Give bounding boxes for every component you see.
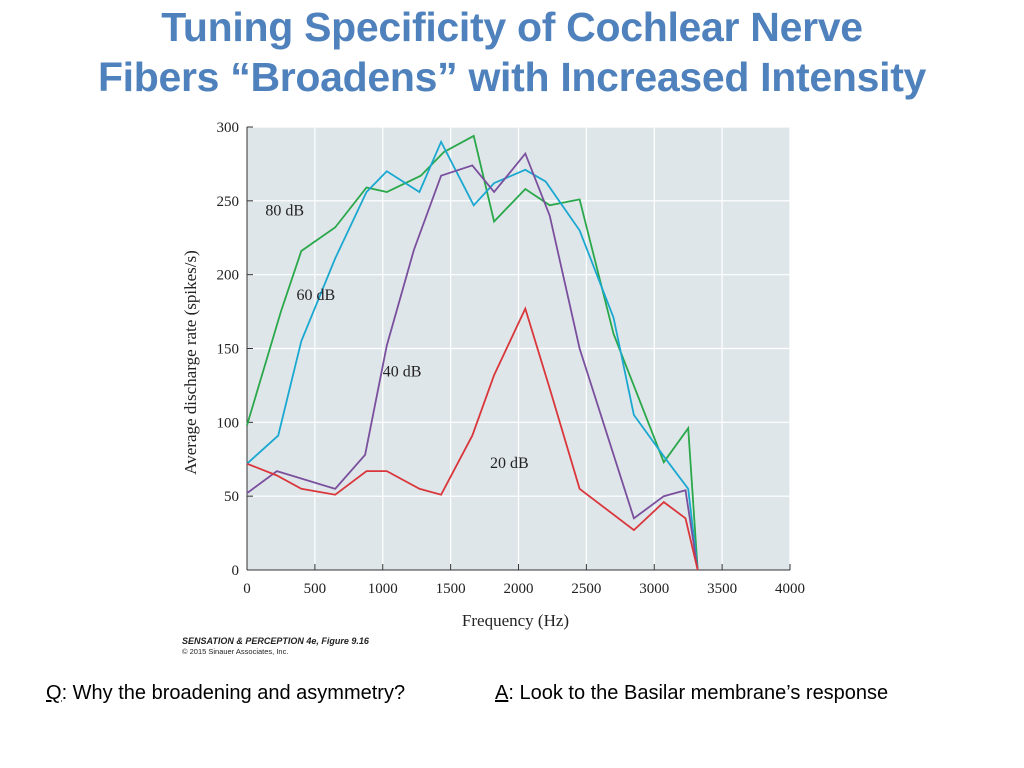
x-tick-label: 1500 — [436, 581, 466, 597]
series-line-80-db — [246, 134, 699, 571]
x-tick-label: 1000 — [368, 581, 398, 597]
x-axis-label: Frequency (Hz) — [462, 611, 569, 630]
series-annotation-label: 60 dB — [297, 287, 336, 304]
y-tick-label: 250 — [217, 194, 240, 210]
series-annotation-label: 20 dB — [490, 455, 529, 472]
title-line-2: Fibers “Broadens” with Increased Intensi… — [97, 54, 927, 100]
x-tick-label: 500 — [304, 581, 327, 597]
answer-letter: A — [495, 682, 509, 704]
x-tick-label: 3000 — [639, 581, 669, 597]
series-line-20-db — [246, 306, 699, 571]
credit-figure-source: SENSATION & PERCEPTION 4e, Figure 9.16 — [182, 636, 369, 646]
title-line-1: Tuning Specificity of Cochlear Nerve — [161, 4, 863, 50]
slide-title: Tuning Specificity of Cochlear Nerve Fib… — [0, 2, 1024, 102]
series-line-60-db — [246, 139, 699, 571]
question: Q: Why the broadening and asymmetry? — [46, 682, 405, 704]
y-tick-label: 0 — [232, 563, 240, 579]
y-axis-label: Average discharge rate (spikes/s) — [181, 250, 200, 475]
x-tick-label: 4000 — [775, 581, 805, 597]
x-tick-label: 0 — [243, 581, 251, 597]
question-answer-line: Q: Why the broadening and asymmetry? A: … — [46, 682, 888, 705]
series-annotation-label: 80 dB — [265, 203, 304, 220]
x-tick-label: 2500 — [571, 581, 601, 597]
series-annotation-label: 40 dB — [383, 364, 422, 381]
question-text: : Why the broadening and asymmetry? — [61, 682, 406, 704]
figure-credit: SENSATION & PERCEPTION 4e, Figure 9.16 ©… — [182, 636, 369, 656]
x-tick-label: 3500 — [707, 581, 737, 597]
answer: A: Look to the Basilar membrane’s respon… — [495, 682, 888, 705]
question-letter: Q — [46, 682, 62, 704]
y-tick-label: 100 — [217, 415, 240, 431]
y-tick-label: 200 — [217, 268, 240, 284]
x-tick-label: 2000 — [504, 581, 534, 597]
answer-text: : Look to the Basilar membrane’s respons… — [508, 682, 889, 704]
credit-copyright: © 2015 Sinauer Associates, Inc. — [182, 647, 289, 656]
y-tick-label: 50 — [224, 489, 239, 505]
y-tick-label: 150 — [217, 342, 240, 358]
series-line-40-db — [246, 151, 699, 571]
y-tick-label: 300 — [217, 120, 240, 136]
